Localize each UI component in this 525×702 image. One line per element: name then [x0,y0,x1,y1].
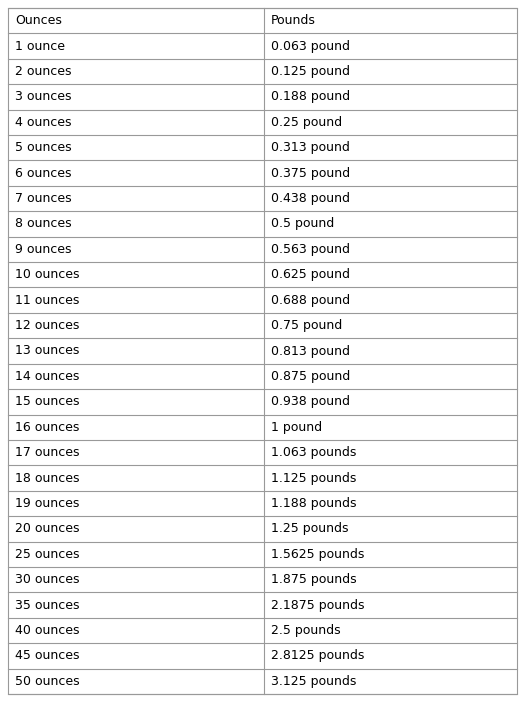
Text: 0.313 pound: 0.313 pound [270,141,350,154]
Text: 0.938 pound: 0.938 pound [270,395,350,409]
Text: 18 ounces: 18 ounces [15,472,79,484]
Text: 20 ounces: 20 ounces [15,522,79,536]
Text: 2.1875 pounds: 2.1875 pounds [270,599,364,611]
Text: 0.688 pound: 0.688 pound [270,293,350,307]
Text: 45 ounces: 45 ounces [15,649,79,663]
Text: 0.25 pound: 0.25 pound [270,116,342,129]
Text: 0.438 pound: 0.438 pound [270,192,350,205]
Text: 15 ounces: 15 ounces [15,395,79,409]
Text: 2.8125 pounds: 2.8125 pounds [270,649,364,663]
Text: 1 pound: 1 pound [270,420,322,434]
Text: 1.125 pounds: 1.125 pounds [270,472,356,484]
Text: 9 ounces: 9 ounces [15,243,71,256]
Text: 14 ounces: 14 ounces [15,370,79,383]
Text: 1.5625 pounds: 1.5625 pounds [270,548,364,561]
Text: 10 ounces: 10 ounces [15,268,79,282]
Text: 8 ounces: 8 ounces [15,218,71,230]
Text: 3.125 pounds: 3.125 pounds [270,675,356,688]
Text: Pounds: Pounds [270,14,316,27]
Text: 25 ounces: 25 ounces [15,548,79,561]
Text: 0.625 pound: 0.625 pound [270,268,350,282]
Text: 0.063 pound: 0.063 pound [270,39,350,53]
Text: 0.375 pound: 0.375 pound [270,166,350,180]
Text: 3 ounces: 3 ounces [15,91,71,103]
Text: 40 ounces: 40 ounces [15,624,79,637]
Text: 50 ounces: 50 ounces [15,675,80,688]
Text: 16 ounces: 16 ounces [15,420,79,434]
Text: 12 ounces: 12 ounces [15,319,79,332]
Text: 0.875 pound: 0.875 pound [270,370,350,383]
Text: 1.875 pounds: 1.875 pounds [270,573,356,586]
Text: 1.063 pounds: 1.063 pounds [270,446,356,459]
Text: 7 ounces: 7 ounces [15,192,71,205]
Text: 13 ounces: 13 ounces [15,345,79,357]
Text: 0.563 pound: 0.563 pound [270,243,350,256]
Text: 5 ounces: 5 ounces [15,141,71,154]
Text: 1.188 pounds: 1.188 pounds [270,497,356,510]
Text: 30 ounces: 30 ounces [15,573,79,586]
Text: 2 ounces: 2 ounces [15,65,71,78]
Text: 4 ounces: 4 ounces [15,116,71,129]
Text: 1.25 pounds: 1.25 pounds [270,522,348,536]
Text: 0.188 pound: 0.188 pound [270,91,350,103]
Text: 1 ounce: 1 ounce [15,39,65,53]
Text: 35 ounces: 35 ounces [15,599,79,611]
Text: Ounces: Ounces [15,14,62,27]
Text: 6 ounces: 6 ounces [15,166,71,180]
Text: 2.5 pounds: 2.5 pounds [270,624,340,637]
Text: 0.813 pound: 0.813 pound [270,345,350,357]
Text: 0.75 pound: 0.75 pound [270,319,342,332]
Text: 0.5 pound: 0.5 pound [270,218,334,230]
Text: 11 ounces: 11 ounces [15,293,79,307]
Text: 0.125 pound: 0.125 pound [270,65,350,78]
Text: 19 ounces: 19 ounces [15,497,79,510]
Text: 17 ounces: 17 ounces [15,446,79,459]
